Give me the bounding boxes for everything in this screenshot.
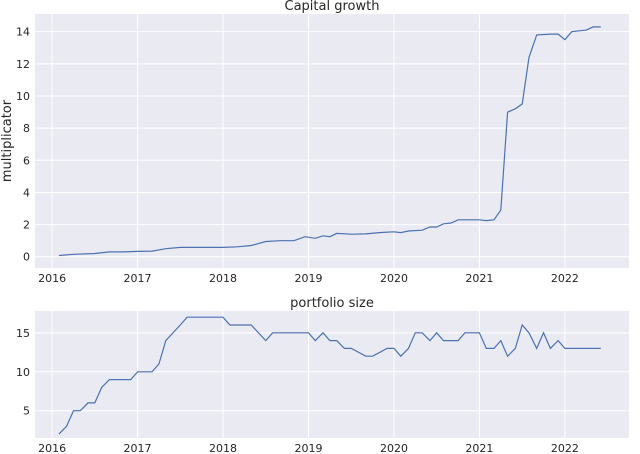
plot-area [35,14,629,268]
x-tick-label: 2019 [294,272,322,285]
series-marks [58,26,601,257]
x-tick-label: 2020 [380,272,408,285]
x-tick-label: 2018 [209,442,237,454]
y-tick-label: 4 [23,186,30,199]
y-tick-label: 12 [16,58,30,71]
y-tick-label: 8 [23,122,30,135]
x-tick-label: 2018 [209,272,237,285]
y-tick-label: 0 [23,251,30,264]
y-tick-label: 10 [16,90,30,103]
grid-lines [35,311,629,438]
x-tick-label: 2017 [124,442,152,454]
y-tick-label: 15 [16,327,30,340]
x-tick-label: 2022 [551,272,579,285]
series-marks [58,316,601,435]
x-tick-label: 2022 [551,442,579,454]
x-tick-label: 2016 [38,442,66,454]
y-tick-label: 6 [23,154,30,167]
y-axis-label: multiplicator [0,99,15,182]
grid-lines [35,14,629,268]
x-tick-label: 2016 [38,272,66,285]
y-tick-label: 14 [16,26,30,39]
capital-growth-chart: 2016 2017 2018 2019 2020 2021 202202468101214 … [0,0,629,285]
x-tick-label: 2021 [465,272,493,285]
x-tick-label: 2019 [294,442,322,454]
x-tick-label: 2021 [465,442,493,454]
chart-title: portfolio size [290,296,374,311]
series-line [58,316,601,435]
plot-area [35,311,629,438]
y-tick-label: 2 [23,219,30,232]
tick-labels: 2016 2017 2018 2019 2020 2021 2022 5 10 15 [16,327,579,454]
x-tick-label: 2020 [380,442,408,454]
x-tick-label: 2017 [124,272,152,285]
tick-labels: 2016 2017 2018 2019 2020 2021 2022 0 2 4 6 8 10 12 14 [16,26,579,285]
chart-title: Capital growth [285,0,380,14]
portfolio-size-chart: 2016 2017 2018 2019 2020 2021 2022 5 10 15 portfo… [16,296,629,454]
y-tick-label: 10 [16,366,30,379]
y-tick-label: 5 [23,405,30,418]
series-line [58,26,601,257]
